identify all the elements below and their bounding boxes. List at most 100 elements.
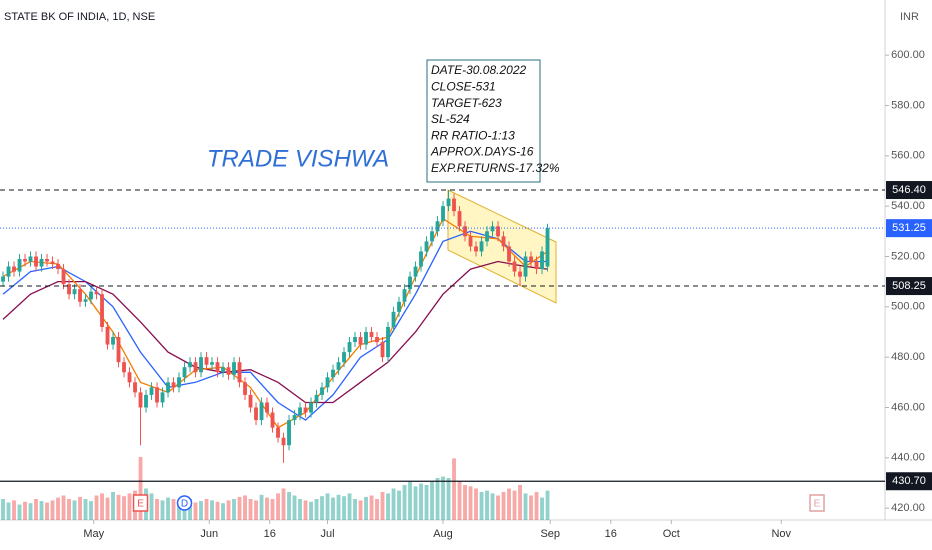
- candle-body: [402, 289, 407, 302]
- candle-body: [226, 367, 231, 375]
- candle-body: [512, 261, 517, 272]
- volume-bar: [342, 496, 346, 520]
- volume-bar: [28, 503, 33, 520]
- volume-bar: [380, 492, 385, 520]
- volume-bar: [463, 485, 467, 520]
- volume-bar: [232, 499, 236, 520]
- volume-bar: [270, 499, 275, 520]
- candle-body: [375, 337, 379, 343]
- price-label-box: [886, 219, 932, 238]
- volume-bar: [391, 488, 396, 520]
- volume-bar: [375, 499, 379, 520]
- candle-body: [17, 258, 22, 272]
- candle-body: [446, 198, 451, 207]
- candle-body: [529, 256, 533, 262]
- candle-body: [292, 415, 297, 421]
- y-tick-label: 460.00: [891, 401, 925, 413]
- volume-bar: [199, 501, 203, 520]
- candle-body: [177, 377, 181, 388]
- volume-bar: [501, 492, 506, 520]
- candle-body: [111, 337, 115, 345]
- x-tick-label: Oct: [663, 528, 680, 540]
- candle-body: [265, 402, 269, 413]
- volume-bar: [215, 501, 220, 520]
- price-label-box: [886, 472, 932, 491]
- watermark: TRADE VISHWA: [207, 145, 389, 172]
- volume-bar: [507, 488, 511, 520]
- candle-body: [72, 289, 77, 295]
- candle-body: [287, 420, 291, 446]
- note-line: TARGET-623: [431, 96, 502, 110]
- volume-bar: [248, 499, 253, 520]
- candle-body: [309, 402, 313, 413]
- candle-body: [210, 362, 214, 365]
- candle-body: [61, 269, 66, 285]
- price-label: 531.25: [892, 222, 926, 234]
- volume-bar: [369, 495, 374, 520]
- channel: [447, 189, 557, 304]
- candle-body: [105, 326, 110, 345]
- candle-body: [342, 352, 346, 363]
- candle-body: [138, 392, 143, 408]
- volume-bar: [518, 485, 522, 520]
- volume-bar: [468, 486, 473, 520]
- volume-bar: [138, 457, 143, 520]
- candle-body: [419, 251, 423, 267]
- volume-bar: [413, 486, 418, 520]
- candle-body: [232, 362, 236, 375]
- moving-average: [2, 230, 548, 421]
- volume-bar: [309, 501, 313, 520]
- candle-body: [89, 291, 93, 300]
- candle-body: [545, 228, 550, 267]
- candle-body: [507, 246, 511, 262]
- candle-body: [380, 342, 385, 358]
- volume-bar: [331, 497, 335, 520]
- candle-body: [501, 236, 506, 247]
- y-tick-label: 440.00: [891, 452, 925, 464]
- candle-body: [369, 331, 374, 338]
- volume-bar: [265, 497, 269, 520]
- volume-bar: [188, 499, 192, 520]
- volume-bar: [512, 490, 517, 520]
- volume-bar: [23, 501, 27, 520]
- volume-bar: [56, 497, 60, 520]
- x-tick-label: Aug: [433, 528, 453, 540]
- candle-body: [474, 246, 478, 252]
- candle-body: [45, 258, 49, 262]
- candle-body: [160, 392, 165, 403]
- candle-body: [540, 251, 544, 270]
- volume-bar: [353, 499, 357, 520]
- volume-bar: [6, 502, 11, 520]
- candle-body: [122, 362, 126, 373]
- volume-bar: [523, 493, 528, 520]
- volume-bar: [122, 496, 126, 520]
- y-tick-label: 420.00: [891, 502, 925, 514]
- price-label: 430.70: [892, 475, 926, 487]
- y-tick-label: 480.00: [891, 351, 925, 363]
- y-tick-label: 540.00: [891, 200, 925, 212]
- volume-bar: [303, 500, 308, 520]
- marker: [809, 494, 825, 512]
- volume-bar: [226, 500, 231, 520]
- candle-body: [314, 394, 319, 403]
- volume-bar: [177, 501, 181, 520]
- candle-body: [276, 427, 280, 438]
- volume-bar: [408, 481, 412, 520]
- volume-bar: [490, 493, 495, 520]
- volume-bar: [166, 497, 170, 520]
- candle-body: [320, 387, 324, 395]
- candle-body: [67, 284, 71, 295]
- volume-bar: [61, 495, 66, 520]
- currency-label: INR: [900, 11, 919, 23]
- price-label-box: [886, 277, 932, 296]
- volume-bar: [446, 478, 451, 520]
- volume-bar: [254, 500, 258, 520]
- volume-bar: [39, 501, 44, 520]
- candle-body: [237, 362, 242, 383]
- volume-bar: [210, 500, 214, 520]
- candle-body: [298, 407, 302, 416]
- candle-body: [479, 241, 484, 252]
- volume-bar: [67, 499, 71, 520]
- candle-body: [171, 382, 176, 388]
- volume-bar: [298, 499, 302, 520]
